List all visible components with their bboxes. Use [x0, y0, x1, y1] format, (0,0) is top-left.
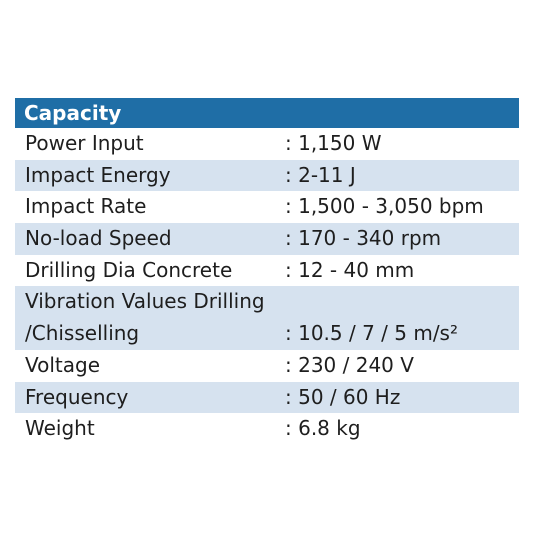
spec-value: : 1,500 - 3,050 bpm	[285, 194, 484, 219]
spec-row: Impact Energy : 2-11 J	[15, 159, 519, 192]
spec-value: : 12 - 40 mm	[285, 257, 415, 282]
spec-label: Weight	[25, 416, 95, 441]
spec-value: : 6.8 kg	[285, 416, 361, 441]
spec-row: Weight : 6.8 kg	[15, 413, 519, 445]
spec-label: Drilling Dia Concrete	[25, 257, 233, 282]
spec-label: Vibration Values Drilling	[25, 289, 265, 314]
spec-label: Power Input	[25, 131, 144, 155]
spec-row: Voltage : 230 / 240 V	[15, 350, 519, 382]
spec-row: Drilling Dia Concrete : 12 - 40 mm	[15, 255, 519, 287]
spec-label: Impact Rate	[25, 194, 147, 219]
spec-row: Frequency : 50 / 60 Hz	[15, 381, 519, 414]
spec-value: : 50 / 60 Hz	[285, 384, 401, 409]
spec-value: : 10.5 / 7 / 5 m/s²	[285, 321, 458, 346]
spec-table: Capacity Power Input : 1,150 W Impact Ener…	[15, 98, 519, 445]
spec-value: : 170 - 340 rpm	[285, 226, 442, 251]
spec-row: Vibration Values Drilling/Chisselling : 1…	[15, 286, 519, 350]
spec-label: No-load Speed	[25, 226, 172, 251]
spec-label: Impact Energy	[25, 162, 171, 187]
table-title: Capacity	[15, 98, 519, 128]
spec-row: Power Input : 1,150 W	[15, 128, 519, 160]
spec-value: : 230 / 240 V	[285, 352, 414, 377]
spec-label: Voltage	[25, 352, 101, 377]
spec-row: Impact Rate : 1,500 - 3,050 bpm	[15, 191, 519, 223]
spec-label: Frequency	[25, 384, 129, 409]
spec-value: : 2-11 J	[285, 162, 356, 187]
spec-value: : 1,150 W	[285, 131, 382, 155]
spec-row: No-load Speed : 170 - 340 rpm	[15, 223, 519, 255]
spec-label: /Chisselling	[25, 321, 140, 346]
